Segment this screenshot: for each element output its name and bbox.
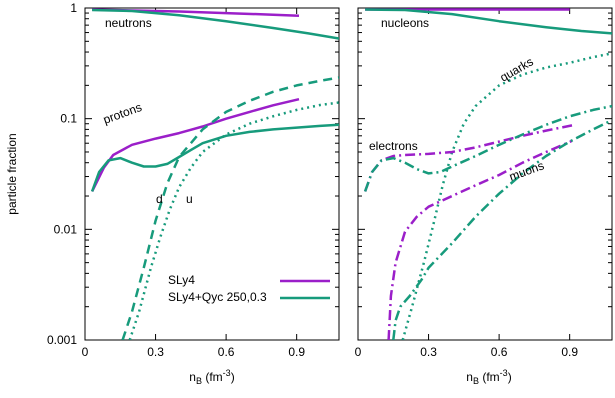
label-electrons: electrons	[369, 139, 418, 153]
series-muons-qyc-dash-dot	[392, 118, 612, 340]
series-layer	[90, 8, 612, 340]
left-x-axis-label: nB (fm-3)	[189, 368, 234, 386]
x-tick-label: 0.9	[561, 345, 578, 359]
series-nucleons-qyc-solid	[365, 8, 612, 35]
series-d-qyc-dashed	[121, 76, 339, 340]
label-u: u	[186, 192, 193, 206]
legend-label-sly4: SLy4	[168, 273, 195, 287]
x-tick-label: 0.3	[420, 345, 437, 359]
series-electrons-qyc-dash-dot	[363, 104, 612, 192]
legend-label-qyc: SLy4+Qyc 250,0.3	[168, 290, 267, 304]
label-neutrons: neutrons	[105, 16, 152, 30]
ticks-layer: 0 0.3 0.6 0.9 0.001 0.01 0.1 1 0 0.3 0.6 0.9	[47, 1, 612, 359]
x-tick-label: 0	[355, 345, 362, 359]
series-u-qyc-dotted	[128, 101, 339, 340]
label-muons: muons	[507, 158, 546, 183]
label-d: d	[156, 192, 163, 206]
y-tick-label: 1	[70, 1, 77, 15]
x-tick-label: 0.9	[288, 345, 305, 359]
right-plot-frame	[357, 7, 613, 341]
label-protons: protons	[101, 100, 143, 127]
label-quarks: quarks	[498, 54, 536, 84]
left-plot-frame	[84, 7, 340, 341]
series-quarks-qyc-dotted	[401, 52, 612, 340]
series-protons-qyc-solid	[90, 123, 339, 192]
label-nucleons: nucleons	[381, 16, 429, 30]
right-x-axis-label: nB (fm-3)	[466, 368, 511, 386]
series-electrons-sly4-dash-dot	[363, 124, 573, 192]
legend: SLy4 SLy4+Qyc 250,0.3	[168, 273, 330, 304]
y-tick-label: 0.01	[54, 222, 78, 236]
y-tick-label: 0.1	[60, 112, 77, 126]
x-tick-label: 0	[82, 345, 89, 359]
x-tick-label: 0.3	[147, 345, 164, 359]
x-tick-label: 0.6	[491, 345, 508, 359]
y-tick-label: 0.001	[47, 333, 77, 347]
x-tick-label: 0.6	[218, 345, 235, 359]
y-axis-label: particle fraction	[5, 133, 19, 214]
series-neutrons-qyc-solid	[92, 8, 339, 40]
